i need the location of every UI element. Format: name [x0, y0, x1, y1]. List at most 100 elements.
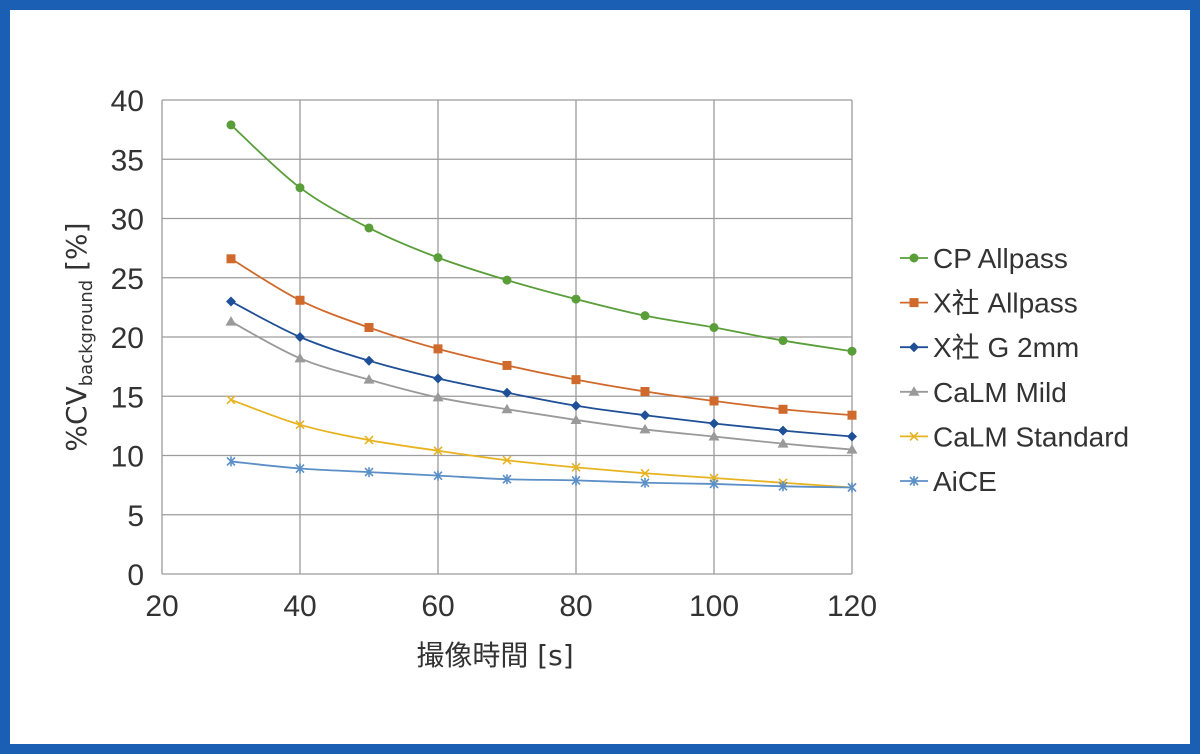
data-point — [295, 463, 305, 474]
data-point — [502, 387, 512, 398]
series-line — [230, 460, 853, 489]
data-point — [295, 420, 305, 430]
data-point — [640, 477, 650, 488]
legend-entry: CaLM Mild — [900, 377, 1067, 408]
data-point — [571, 375, 581, 385]
data-point — [502, 360, 512, 370]
data-point — [226, 120, 236, 130]
legend-entry: AiCE — [900, 466, 997, 497]
data-point — [364, 355, 374, 366]
series-4 — [226, 395, 857, 493]
legend-marker — [909, 476, 919, 486]
data-point — [433, 253, 443, 263]
grid-lines — [161, 99, 853, 575]
data-point — [226, 456, 236, 467]
series-line — [230, 300, 853, 438]
data-point — [433, 373, 443, 384]
legend-label: X社 G 2mm — [933, 332, 1079, 363]
legend-entry: CaLM Standard — [900, 421, 1129, 452]
data-point — [295, 295, 305, 305]
data-point — [847, 346, 857, 356]
data-point — [295, 332, 305, 342]
data-point — [778, 425, 788, 436]
x-tick-label: 120 — [827, 590, 877, 623]
y-tick-labels: 0 5 10 15 20 25 30 35 40 — [111, 85, 144, 592]
data-point — [571, 294, 581, 304]
data-point — [295, 183, 305, 193]
y-axis-title-main: %CV — [60, 386, 93, 451]
legend-marker — [909, 253, 919, 263]
y-axis-title-unit: [%] — [60, 222, 93, 279]
data-point — [364, 223, 374, 233]
data-point — [846, 444, 858, 454]
x-tick-label: 80 — [559, 590, 592, 623]
data-point — [639, 423, 651, 434]
data-point — [640, 410, 650, 421]
legend-marker — [909, 342, 919, 353]
legend-entry: CP Allpass — [900, 243, 1068, 274]
series-3 — [225, 316, 858, 454]
data-point — [640, 311, 650, 321]
x-tick-label: 100 — [689, 590, 739, 623]
data-point — [709, 478, 719, 489]
y-axis-title-sub: background — [76, 280, 97, 386]
series-line — [230, 398, 853, 489]
data-point — [708, 431, 720, 441]
y-tick-label: 0 — [127, 559, 144, 592]
data-point — [501, 403, 513, 414]
series-1 — [226, 254, 857, 420]
y-tick-label: 15 — [111, 381, 144, 414]
data-point — [847, 410, 857, 420]
series-line — [230, 258, 853, 417]
data-point — [226, 254, 236, 264]
series-2 — [226, 296, 857, 442]
data-point — [433, 344, 443, 354]
y-tick-label: 40 — [111, 85, 144, 118]
data-point — [363, 374, 375, 384]
x-tick-labels: 20 40 60 80 100 120 — [145, 590, 877, 623]
data-point — [225, 316, 237, 326]
data-point — [502, 455, 512, 465]
legend-label: X社 Allpass — [933, 288, 1078, 319]
x-tick-label: 60 — [421, 590, 454, 623]
y-tick-label: 35 — [111, 144, 144, 177]
data-point — [709, 323, 719, 333]
legend-label: CaLM Mild — [933, 377, 1067, 408]
legend: CP Allpass X社 Allpass X社 G 2mm CaLM Mild CaL… — [900, 243, 1129, 497]
data-point — [778, 481, 788, 492]
data-point — [226, 395, 236, 405]
x-axis-title: 撮像時間 [s] — [416, 639, 573, 672]
data-point — [571, 462, 581, 472]
y-tick-label: 30 — [111, 204, 144, 237]
y-tick-label: 25 — [111, 263, 144, 296]
data-point — [432, 391, 444, 402]
legend-marker — [909, 298, 919, 308]
legend-entry: X社 Allpass — [900, 288, 1078, 319]
legend-label: AiCE — [933, 466, 997, 497]
legend-marker — [908, 386, 920, 396]
data-point — [778, 336, 788, 346]
legend-marker — [909, 431, 919, 441]
data-point — [640, 468, 650, 478]
y-axis-title: %CVbackground [%] — [60, 222, 97, 451]
data-point — [709, 418, 719, 429]
data-point — [502, 474, 512, 485]
y-tick-label: 10 — [111, 441, 144, 474]
y-tick-label: 20 — [111, 322, 144, 355]
data-point — [709, 396, 719, 406]
x-tick-label: 20 — [145, 590, 178, 623]
data-point — [847, 431, 857, 442]
data-point — [294, 352, 306, 363]
data-point — [847, 482, 857, 493]
data-point — [364, 467, 374, 478]
data-point — [364, 323, 374, 333]
data-point — [640, 387, 650, 397]
data-point — [364, 435, 374, 445]
series-0 — [226, 120, 857, 356]
data-point — [502, 275, 512, 285]
data-point — [571, 475, 581, 486]
series-line — [230, 124, 853, 353]
data-point — [570, 414, 582, 424]
